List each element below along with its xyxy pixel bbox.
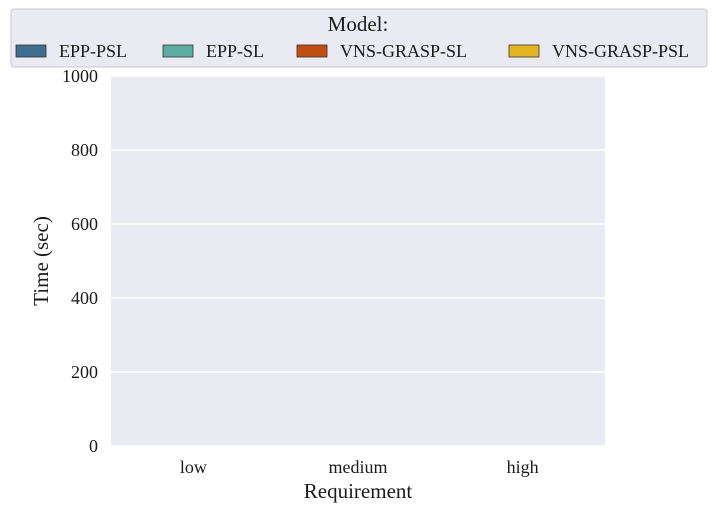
legend-swatch (15, 44, 47, 58)
legend-entry: VNS-GRASP-PSL (508, 41, 689, 61)
y-axis-title: Time (sec) (29, 216, 53, 306)
legend-swatch (162, 44, 194, 58)
legend-title: Model: (328, 12, 389, 36)
plot-area (111, 76, 605, 446)
y-tick-label: 600 (71, 214, 98, 234)
x-axis-ticks: low medium high (180, 457, 539, 477)
legend-entry: EPP-PSL (15, 41, 127, 61)
legend-swatch (508, 44, 540, 58)
legend-entry: EPP-SL (162, 41, 264, 61)
y-axis-ticks: 0 200 400 600 800 1000 (62, 66, 98, 456)
legend-entry: VNS-GRASP-SL (296, 41, 467, 61)
x-axis-title: Requirement (304, 479, 413, 503)
x-tick-label: high (507, 457, 539, 477)
y-tick-label: 0 (89, 436, 98, 456)
legend-label: EPP-PSL (59, 41, 127, 61)
y-tick-label: 800 (71, 140, 98, 160)
legend-label: VNS-GRASP-PSL (552, 41, 689, 61)
grid-lines (111, 75, 605, 447)
legend-entries: EPP-PSL EPP-SL VNS-GRASP-SL VNS-GRASP-PSL (15, 41, 689, 61)
legend-swatch (296, 44, 328, 58)
legend: Model: EPP-PSL EPP-SL VNS-GRASP-SL VNS-GRAS… (10, 8, 708, 68)
x-tick-label: low (180, 457, 207, 477)
legend-label: VNS-GRASP-SL (340, 41, 467, 61)
y-tick-label: 200 (71, 362, 98, 382)
legend-label: EPP-SL (206, 41, 264, 61)
y-tick-label: 400 (71, 288, 98, 308)
x-tick-label: medium (329, 457, 388, 477)
y-tick-label: 1000 (62, 66, 98, 86)
